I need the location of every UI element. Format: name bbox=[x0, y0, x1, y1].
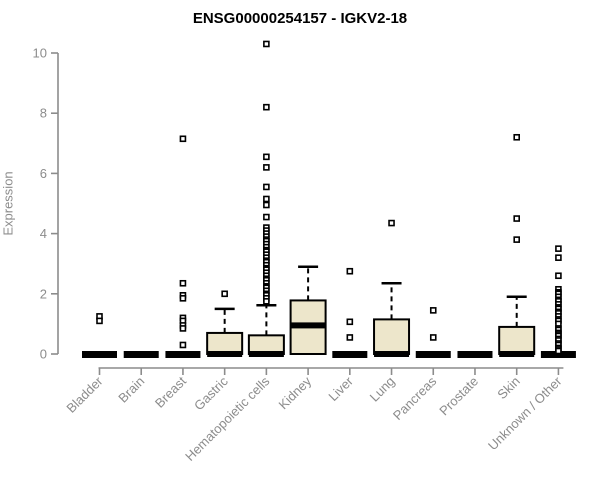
median-gastric bbox=[207, 351, 243, 357]
x-tick-label-gastric: Gastric bbox=[191, 373, 231, 413]
box-bladder[interactable] bbox=[82, 351, 117, 358]
outlier-point-unknown-other bbox=[555, 254, 562, 261]
y-tick-label: 4 bbox=[40, 226, 47, 241]
outlier-point-skin bbox=[513, 215, 521, 222]
outlier-point-hematopoietic-cells bbox=[263, 195, 270, 203]
y-tick-label: 10 bbox=[33, 46, 47, 61]
outlier-point-gastric bbox=[221, 290, 228, 298]
box-skin[interactable] bbox=[498, 325, 536, 356]
outlier-point-skin bbox=[513, 133, 521, 141]
outlier-point-breast bbox=[179, 325, 187, 332]
median-skin bbox=[499, 351, 535, 357]
outlier-point-hematopoietic-cells bbox=[263, 183, 270, 191]
outlier-point-hematopoietic-cells bbox=[263, 103, 270, 111]
outlier-point-pancreas bbox=[429, 334, 437, 341]
x-tick-label-lung: Lung bbox=[367, 374, 398, 405]
x-tick-label-liver: Liver bbox=[325, 373, 356, 404]
outlier-point-liver bbox=[346, 267, 354, 275]
outlier-point-pancreas bbox=[429, 307, 437, 314]
outlier-point-liver bbox=[346, 334, 354, 341]
outlier-point-liver bbox=[346, 318, 354, 326]
box-breast[interactable] bbox=[165, 351, 201, 358]
box-brain[interactable] bbox=[123, 351, 159, 358]
y-tick-label: 0 bbox=[40, 347, 47, 362]
x-tick-label-brain: Brain bbox=[115, 374, 147, 406]
x-tick-label-prostate: Prostate bbox=[436, 374, 481, 419]
box-pancreas[interactable] bbox=[415, 351, 451, 358]
x-tick-label-pancreas: Pancreas bbox=[390, 373, 440, 423]
outlier-point-unknown-other bbox=[555, 245, 562, 252]
x-tick-label-breast: Breast bbox=[152, 373, 189, 410]
outlier-point-breast bbox=[179, 135, 187, 143]
outlier-point-breast bbox=[179, 279, 187, 287]
median-hematopoietic-cells bbox=[248, 351, 284, 357]
outlier-point-hematopoietic-cells bbox=[263, 298, 270, 305]
x-tick-label-unknown-other: Unknown / Other bbox=[485, 373, 565, 453]
y-tick-label: 2 bbox=[40, 286, 47, 301]
y-tick-label: 6 bbox=[40, 166, 47, 181]
outlier-point-hematopoietic-cells bbox=[263, 40, 270, 48]
outlier-point-skin bbox=[513, 236, 521, 243]
outlier-point-unknown-other bbox=[555, 347, 562, 355]
median-kidney bbox=[290, 322, 326, 329]
outlier-point-hematopoietic-cells bbox=[263, 201, 270, 209]
outlier-point-breast bbox=[179, 295, 187, 302]
outlier-point-breast bbox=[179, 341, 187, 349]
x-tick-label-kidney: Kidney bbox=[276, 373, 315, 412]
outlier-point-lung bbox=[388, 219, 395, 227]
outlier-point-bladder bbox=[96, 317, 103, 325]
median-lung bbox=[374, 351, 410, 357]
box-prostate[interactable] bbox=[457, 351, 493, 358]
box-liver[interactable] bbox=[332, 351, 368, 358]
box-unknown-other[interactable] bbox=[540, 351, 576, 358]
x-tick-label-skin: Skin bbox=[494, 374, 522, 402]
box-lung[interactable] bbox=[373, 318, 411, 356]
outlier-point-unknown-other bbox=[555, 272, 562, 280]
chart-title: ENSG00000254157 - IGKV2-18 bbox=[192, 10, 408, 27]
x-tick-label-bladder: Bladder bbox=[63, 373, 106, 416]
box-gastric[interactable] bbox=[206, 331, 244, 355]
y-tick-label: 8 bbox=[40, 106, 47, 121]
outlier-point-hematopoietic-cells bbox=[263, 164, 270, 171]
outlier-point-hematopoietic-cells bbox=[263, 213, 270, 221]
outlier-point-hematopoietic-cells bbox=[263, 153, 270, 161]
